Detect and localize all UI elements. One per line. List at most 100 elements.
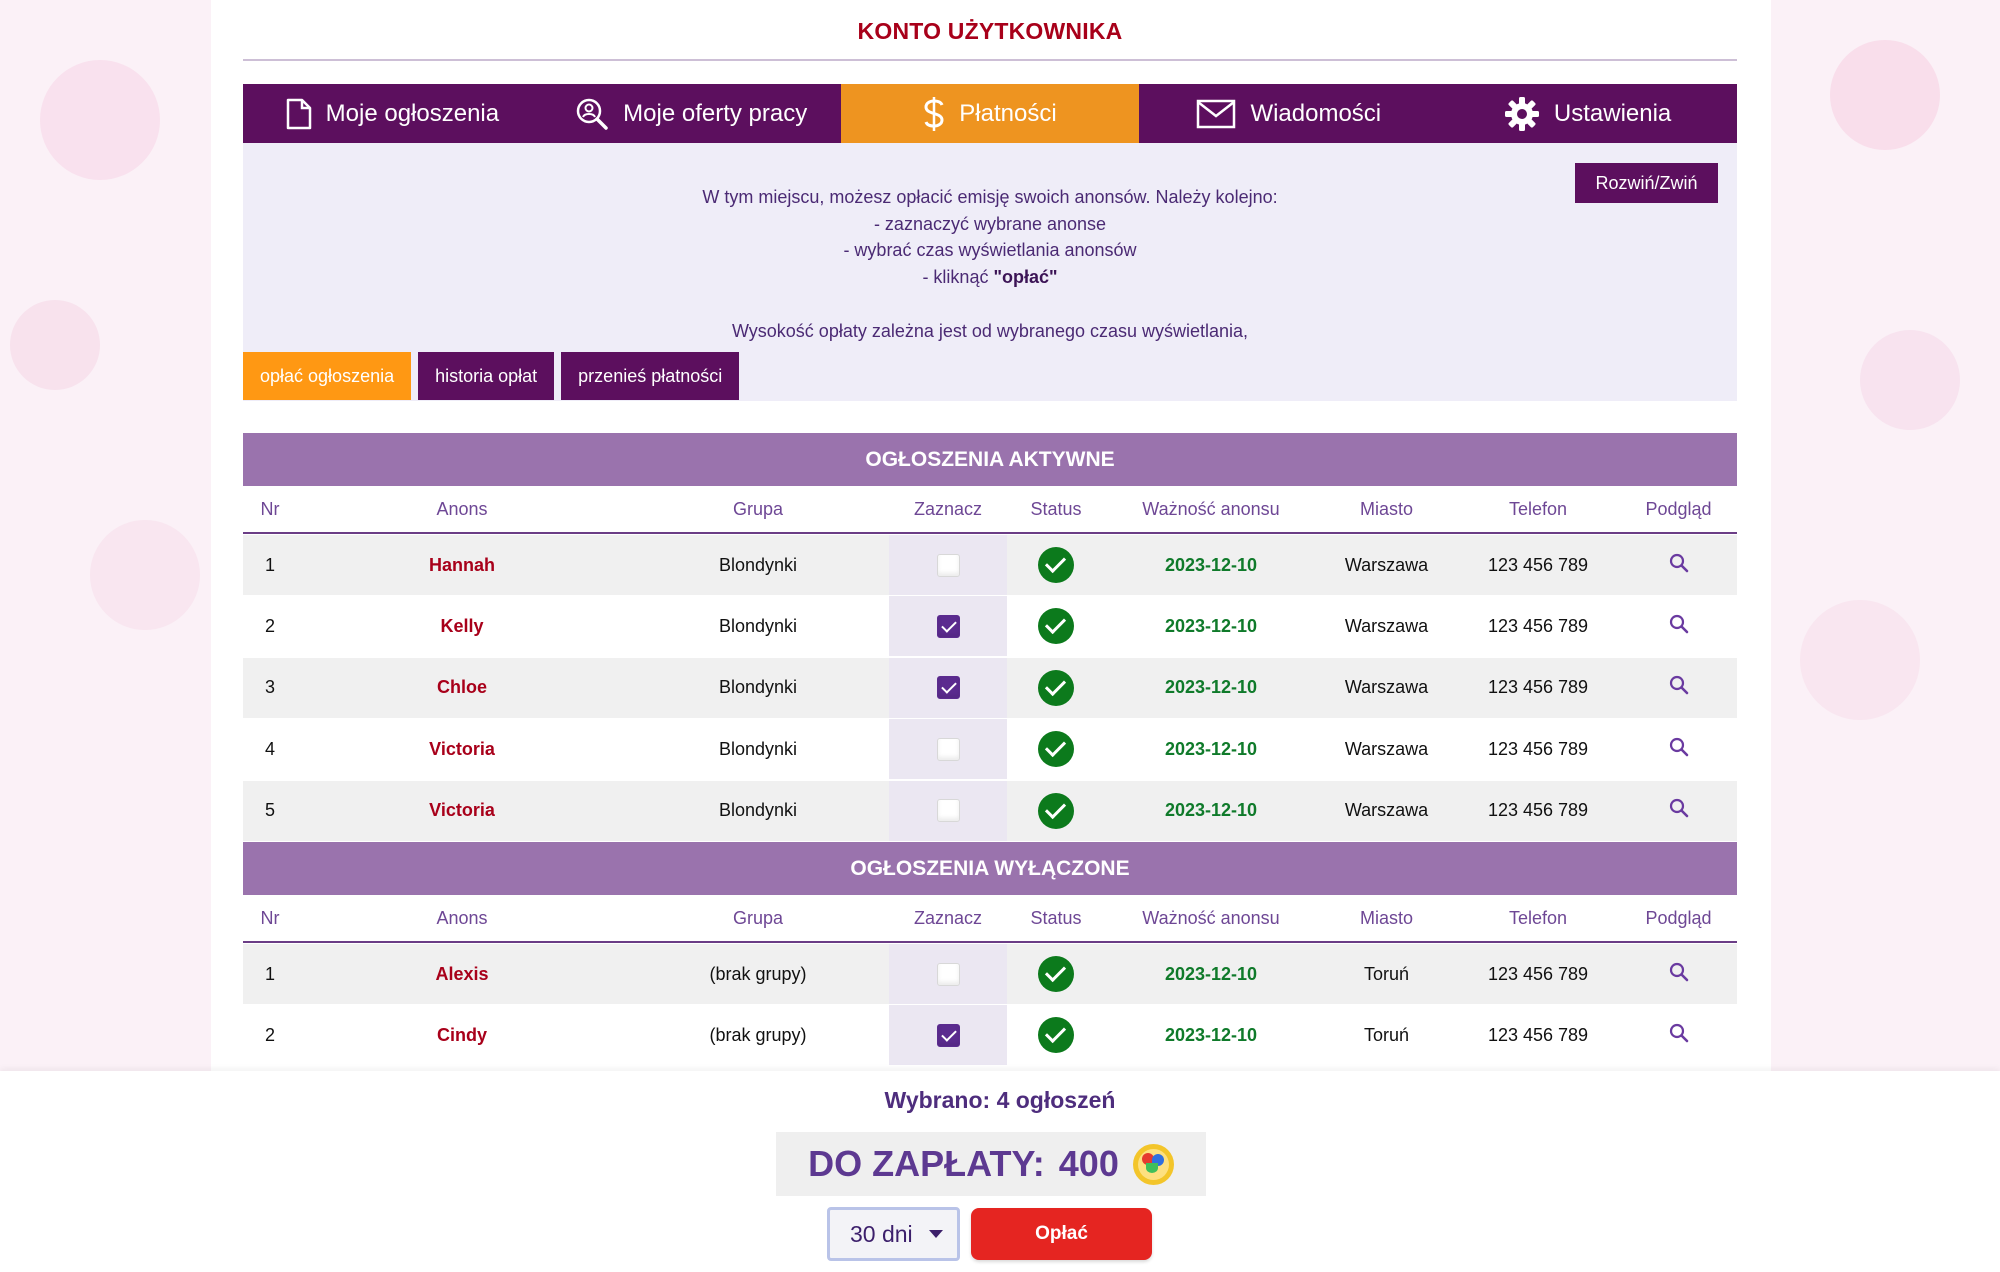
instruction-line: - wybrać czas wyświetlania anonsów [843,240,1137,261]
magnifier-icon[interactable] [1669,737,1689,762]
select-checkbox[interactable] [936,799,960,823]
magnifier-icon[interactable] [1669,1023,1689,1048]
ad-city: Warszawa [1344,615,1429,636]
duration-select[interactable]: 30 dni [827,1207,960,1261]
preview-cell [1620,781,1737,841]
ad-group: Blondynki [718,738,798,759]
magnifier-icon[interactable] [1669,675,1689,700]
ad-city: Warszawa [1344,800,1429,821]
disabled-ads-heading: OGŁOSZENIA WYŁĄCZONE [243,842,1737,897]
row-nr: 4 [264,738,275,759]
col-nr: Nr [260,498,280,519]
valid-until: 2023-12-10 [1164,615,1258,636]
check-circle-icon [1038,1017,1074,1054]
magnifier-icon[interactable] [1669,798,1689,823]
row-nr: 3 [264,677,275,698]
expand-collapse-button[interactable]: Rozwiń/Zwiń [1575,163,1718,203]
valid-until: 2023-12-10 [1164,963,1258,984]
tab-ustawienia[interactable]: Ustawienia [1438,84,1737,143]
row-nr: 5 [264,800,275,821]
select-checkbox[interactable] [936,676,960,700]
select-checkbox[interactable] [936,553,960,577]
preview-cell [1620,596,1737,656]
select-checkbox[interactable] [936,737,960,761]
ad-group: Blondynki [718,800,798,821]
col-telefon: Telefon [1508,907,1568,928]
preview-cell [1620,1005,1737,1065]
ad-phone: 123 456 789 [1487,615,1589,636]
tab-moje-ogloszenia[interactable]: Moje ogłoszenia [243,84,542,143]
col-anons: Anons [436,907,488,928]
tab-label: Wiadomości [1250,99,1382,127]
account-tabs: Moje ogłoszenia Moje oferty pracy Płatno… [243,84,1737,143]
table-row: 1 Alexis (brak grupy) 2023-12-10 Toruń 123 45… [243,944,1737,1005]
status-cell [1007,596,1105,656]
ad-phone: 123 456 789 [1487,1024,1589,1045]
pay-button[interactable]: Opłać [971,1208,1152,1260]
select-checkbox[interactable] [936,962,960,986]
table-row: 5 Victoria Blondynki 2023-12-10 Warszawa 123 … [243,780,1737,842]
ad-phone: 123 456 789 [1487,800,1589,821]
preview-cell [1620,658,1737,718]
instruction-spacer [243,291,1737,318]
row-nr: 2 [264,1024,275,1045]
select-checkbox[interactable] [936,1023,960,1047]
instruction-line: Wysokość opłaty zależna jest od wybraneg… [731,320,1249,341]
active-ads-heading: OGŁOSZENIA AKTYWNE [243,433,1737,488]
tab-wiadomosci[interactable]: Wiadomości [1139,84,1438,143]
payment-subnav: opłać ogłoszenia historia opłat przenieś… [243,352,740,400]
row-nr: 1 [264,554,275,575]
status-cell [1007,781,1105,841]
tab-label: Moje oferty pracy [623,99,808,127]
select-cell [889,1005,1007,1066]
valid-until: 2023-12-10 [1164,800,1258,821]
col-nr: Nr [260,907,280,928]
tab-moje-oferty-pracy[interactable]: Moje oferty pracy [542,84,841,143]
table-row: 1 Hannah Blondynki 2023-12-10 Warszawa 123 45… [243,535,1737,596]
select-cell [889,719,1007,780]
ad-group: Blondynki [718,677,798,698]
amount-due-label: DO ZAPŁATY: [808,1143,1045,1184]
status-cell [1007,1005,1105,1065]
search-person-icon [575,97,609,131]
ad-name: Cindy [436,1024,487,1045]
ad-group: Blondynki [718,615,798,636]
ad-group: (brak grupy) [709,963,807,984]
envelope-icon [1196,99,1236,129]
col-waznosc: Ważność anonsu [1142,498,1280,519]
tab-label: Płatności [959,99,1057,127]
preview-cell [1620,719,1737,779]
pay-ads-button[interactable]: opłać ogłoszenia [243,352,412,400]
payment-history-button[interactable]: historia opłat [418,352,555,400]
col-podglad: Podgląd [1645,907,1712,928]
col-podglad: Podgląd [1645,498,1712,519]
chevron-down-icon [929,1230,943,1238]
tab-label: Moje ogłoszenia [325,99,500,127]
select-cell [889,596,1007,657]
col-waznosc: Ważność anonsu [1142,907,1280,928]
magnifier-icon[interactable] [1669,614,1689,639]
select-cell [889,780,1007,841]
ad-group: Blondynki [718,554,798,575]
col-grupa: Grupa [732,907,784,928]
ad-city: Toruń [1363,963,1410,984]
background-decoration [1830,40,1940,150]
payment-summary-bar: Wybrano: 4 ogłoszeń DO ZAPŁATY: 400 30 d… [0,1071,2000,1272]
magnifier-icon[interactable] [1669,962,1689,987]
table-row: 4 Victoria Blondynki 2023-12-10 Warszawa 123 … [243,719,1737,781]
tab-platnosci[interactable]: Płatności [840,84,1140,143]
status-cell [1007,719,1105,779]
magnifier-icon[interactable] [1669,553,1689,578]
title-divider [243,59,1737,61]
transfer-payments-button[interactable]: przenieś płatności [561,352,740,400]
preview-cell [1620,535,1737,595]
instruction-line: - zaznaczyć wybrane anonse [873,213,1107,234]
check-circle-icon [1038,956,1074,992]
preview-cell [1620,944,1737,1004]
instruction-line: W tym miejscu, możesz opłacić emisję swo… [702,187,1278,207]
col-status: Status [1030,498,1082,519]
select-checkbox[interactable] [936,614,960,638]
ad-phone: 123 456 789 [1487,963,1589,984]
tab-label: Ustawienia [1553,99,1672,127]
status-cell [1007,535,1105,595]
